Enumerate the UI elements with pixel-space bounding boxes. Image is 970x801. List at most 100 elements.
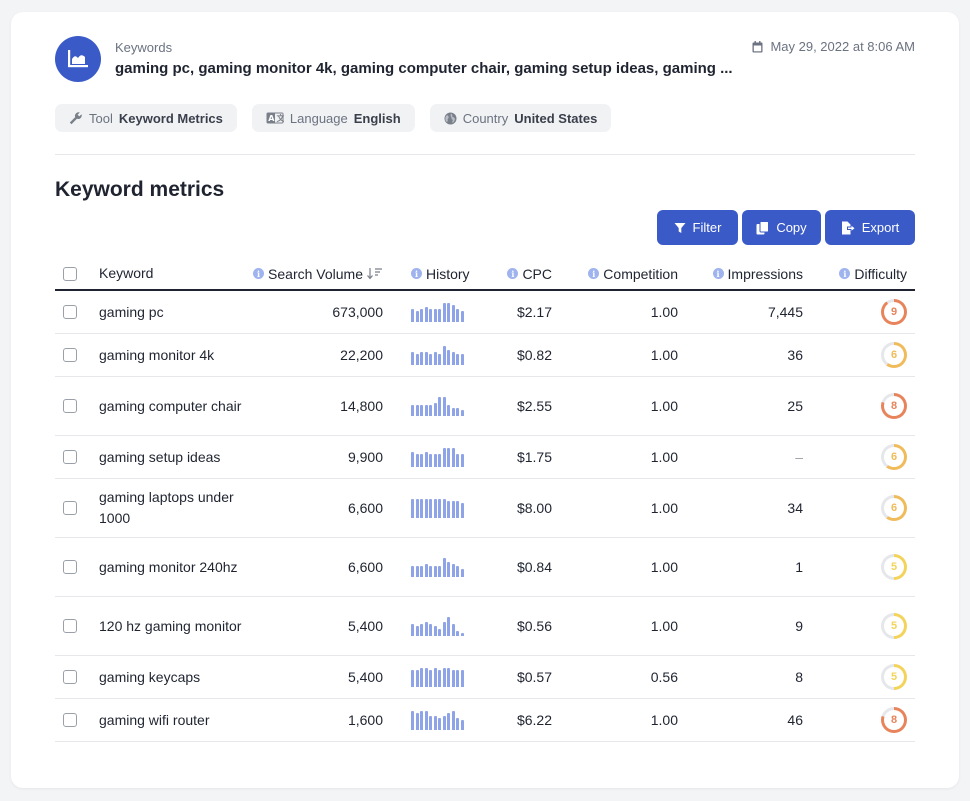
language-chip: A 文 Language English [251, 104, 415, 132]
report-date-text: May 29, 2022 at 8:06 AM [770, 39, 915, 54]
impressions-cell: 1 [795, 559, 803, 575]
row-checkbox[interactable] [63, 501, 77, 515]
filter-button-label: Filter [692, 220, 722, 235]
impressions-cell: – [795, 449, 803, 465]
history-bar [415, 670, 419, 687]
row-checkbox-cell [63, 699, 77, 741]
column-competition[interactable]: i Competition [575, 258, 678, 289]
history-bar [442, 622, 446, 636]
history-sparkline [411, 699, 481, 741]
info-icon[interactable]: i [839, 268, 851, 279]
difficulty-cell: 5 [825, 538, 907, 596]
column-cpc[interactable]: i CPC [495, 258, 552, 289]
filter-button[interactable]: Filter [657, 210, 738, 245]
history-sparkline [411, 479, 481, 537]
history-bar [429, 716, 432, 730]
history-sparkline [411, 436, 481, 478]
history-bar [420, 454, 423, 467]
language-chip-value: English [353, 110, 401, 126]
history-bar [424, 352, 428, 365]
search-volume-cell: 22,200 [340, 347, 383, 363]
history-bar [460, 311, 464, 322]
history-bar [451, 408, 455, 416]
difficulty-badge: 8 [881, 393, 907, 419]
keyword-cell[interactable]: gaming laptops under 1000 [99, 489, 234, 526]
keyword-cell[interactable]: gaming keycaps [99, 668, 201, 685]
search-volume-cell: 6,600 [347, 559, 383, 575]
column-history[interactable]: i History [411, 258, 481, 289]
export-button[interactable]: Export [825, 210, 915, 245]
keyword-cell[interactable]: gaming setup ideas [99, 448, 221, 465]
table-row: 120 hz gaming monitor 5,400 $0.56 1.00 9 5 [55, 597, 915, 656]
history-bar [447, 617, 450, 636]
row-checkbox[interactable] [63, 450, 77, 464]
history-bar [451, 624, 455, 636]
keyword-cell[interactable]: gaming monitor 4k [99, 346, 215, 363]
search-volume-cell: 5,400 [347, 669, 383, 685]
history-bar [460, 354, 464, 365]
history-bar [447, 303, 450, 322]
info-icon[interactable]: i [712, 268, 724, 279]
history-bar [424, 711, 428, 730]
history-bar [451, 564, 455, 577]
history-bar [415, 566, 419, 577]
row-checkbox[interactable] [63, 348, 77, 362]
export-icon [841, 221, 855, 234]
difficulty-value: 6 [884, 447, 904, 467]
row-checkbox[interactable] [63, 399, 77, 413]
history-bar [460, 569, 464, 577]
info-icon[interactable]: i [588, 268, 600, 279]
history-bar [433, 403, 437, 416]
row-checkbox[interactable] [63, 713, 77, 727]
row-checkbox[interactable] [63, 305, 77, 319]
history-bar [420, 352, 423, 365]
row-checkbox-cell [63, 479, 77, 537]
keyword-cell[interactable]: 120 hz gaming monitor [99, 617, 242, 634]
table-row: gaming computer chair 14,800 $2.55 1.00 25 8 [55, 377, 915, 436]
copy-button-label: Copy [776, 220, 807, 235]
history-bar [433, 626, 437, 636]
history-bar [424, 668, 428, 687]
history-bar [424, 622, 428, 636]
row-checkbox[interactable] [63, 619, 77, 633]
history-bar [460, 454, 464, 467]
difficulty-badge: 5 [881, 554, 907, 580]
column-cpc-label: CPC [522, 265, 552, 282]
row-checkbox[interactable] [63, 560, 77, 574]
difficulty-badge: 5 [881, 613, 907, 639]
column-search-volume[interactable]: i Search Volume [235, 258, 383, 289]
history-bar [424, 452, 428, 467]
history-bar [451, 711, 455, 730]
sort-descending-icon[interactable] [367, 267, 383, 281]
history-bar [420, 624, 423, 636]
app-logo [55, 36, 101, 82]
history-bar [420, 566, 423, 577]
cpc-cell: $0.84 [516, 559, 552, 575]
history-bar [429, 499, 432, 518]
competition-cell: 1.00 [650, 449, 678, 465]
keyword-cell[interactable]: gaming monitor 240hz [99, 558, 238, 575]
history-bar [460, 410, 464, 416]
chart-logo-icon [68, 50, 88, 68]
select-all-checkbox[interactable] [63, 266, 77, 281]
info-icon[interactable]: i [253, 268, 265, 279]
report-date: May 29, 2022 at 8:06 AM [752, 39, 915, 54]
keyword-cell[interactable]: gaming pc [99, 303, 164, 320]
info-icon[interactable]: i [411, 268, 422, 279]
history-bar [433, 716, 437, 730]
column-difficulty[interactable]: i Difficulty [825, 258, 907, 289]
copy-button[interactable]: Copy [742, 210, 821, 245]
history-bar [429, 670, 432, 687]
history-bar [429, 454, 432, 467]
column-impressions[interactable]: i Impressions [695, 258, 803, 289]
table-row: gaming monitor 240hz 6,600 $0.84 1.00 1 5 [55, 538, 915, 597]
language-chip-label: Language [289, 110, 348, 126]
history-bar [456, 670, 459, 687]
info-icon[interactable]: i [507, 268, 519, 279]
difficulty-badge: 6 [881, 444, 907, 470]
keyword-cell[interactable]: gaming wifi router [99, 711, 210, 728]
column-keyword[interactable]: Keyword [99, 265, 154, 281]
difficulty-cell: 6 [825, 436, 907, 478]
keyword-cell[interactable]: gaming computer chair [99, 397, 242, 414]
row-checkbox[interactable] [63, 670, 77, 684]
